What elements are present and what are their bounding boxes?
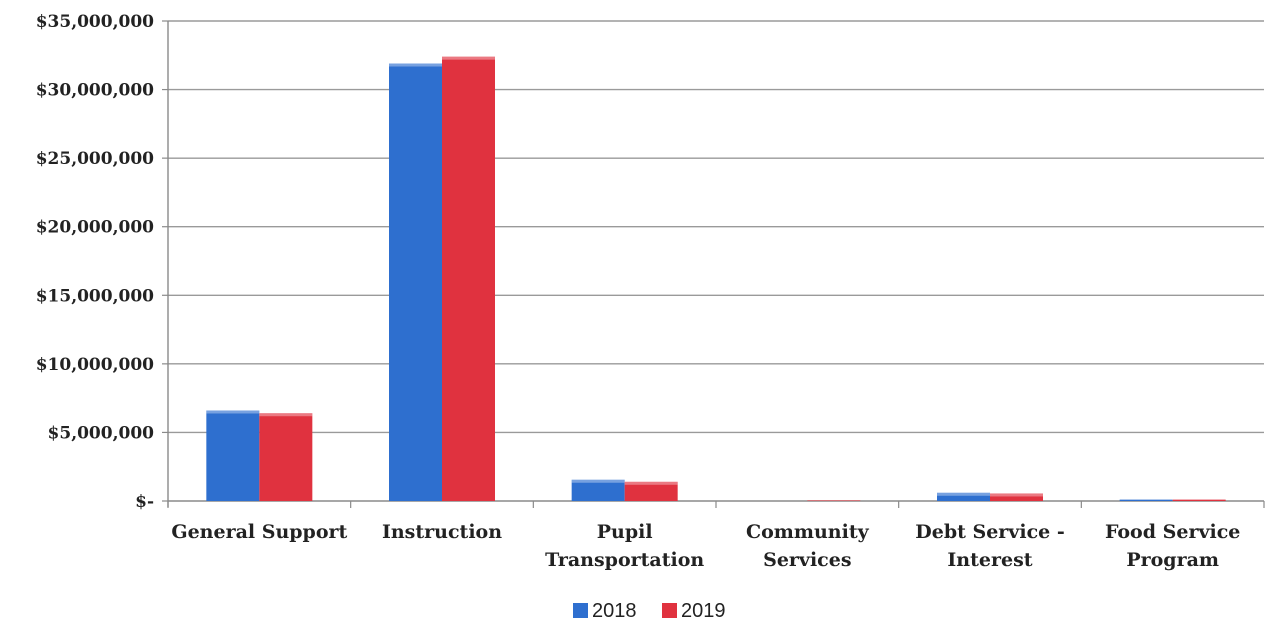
bar-2018 — [937, 492, 990, 501]
bar-highlight — [206, 410, 260, 414]
x-tick-label: Debt Service -Interest — [915, 521, 1064, 571]
bar-highlight — [624, 481, 678, 485]
bar-2018 — [206, 410, 260, 501]
x-tick-label: Community Services — [746, 521, 870, 571]
bar-2018 — [389, 63, 442, 502]
x-axis: General Support Instruction Pupil Transport… — [167, 501, 1265, 571]
bars — [206, 56, 1226, 502]
bar-2019 — [624, 481, 678, 501]
bar-highlight — [442, 56, 495, 60]
bar-highlight — [389, 63, 442, 67]
y-tick-label: $25,000,000 — [36, 149, 154, 169]
y-tick-label: $- — [135, 492, 154, 512]
y-tick-label: $20,000,000 — [36, 218, 154, 238]
legend-swatch-2019 — [662, 603, 677, 618]
bar-2019 — [990, 493, 1043, 501]
bar-2019 — [807, 500, 861, 501]
bar-highlight — [990, 493, 1043, 497]
bar-highlight — [937, 492, 990, 496]
legend-label: 2019 — [681, 600, 726, 622]
legend-label: 2018 — [592, 600, 637, 622]
legend-swatch-2018 — [573, 603, 588, 618]
bar-2019 — [442, 56, 495, 502]
legend: 2018 2019 — [573, 600, 726, 622]
bar-2018 — [571, 479, 625, 501]
y-tick-label: $10,000,000 — [36, 355, 154, 375]
bar-2019 — [259, 413, 313, 501]
bar-highlight — [571, 479, 625, 483]
y-tick-label: $35,000,000 — [36, 12, 154, 32]
y-tick-label: $30,000,000 — [36, 81, 154, 101]
x-tick-label: Food Service Program — [1105, 521, 1240, 571]
y-tick-label: $5,000,000 — [48, 423, 155, 443]
x-tick-label: Pupil Transportation — [545, 521, 704, 571]
bar-highlight — [259, 413, 313, 417]
x-tick-label: General Support — [171, 521, 347, 543]
x-tick-label: Instruction — [382, 521, 502, 543]
bar-2019 — [1172, 499, 1226, 501]
gridlines — [168, 20, 1264, 502]
y-axis: $- $5,000,000 $10,000,000 $15,000,000 $20,00… — [36, 12, 169, 512]
bar-2018 — [1119, 499, 1173, 501]
y-tick-label: $15,000,000 — [36, 286, 154, 306]
